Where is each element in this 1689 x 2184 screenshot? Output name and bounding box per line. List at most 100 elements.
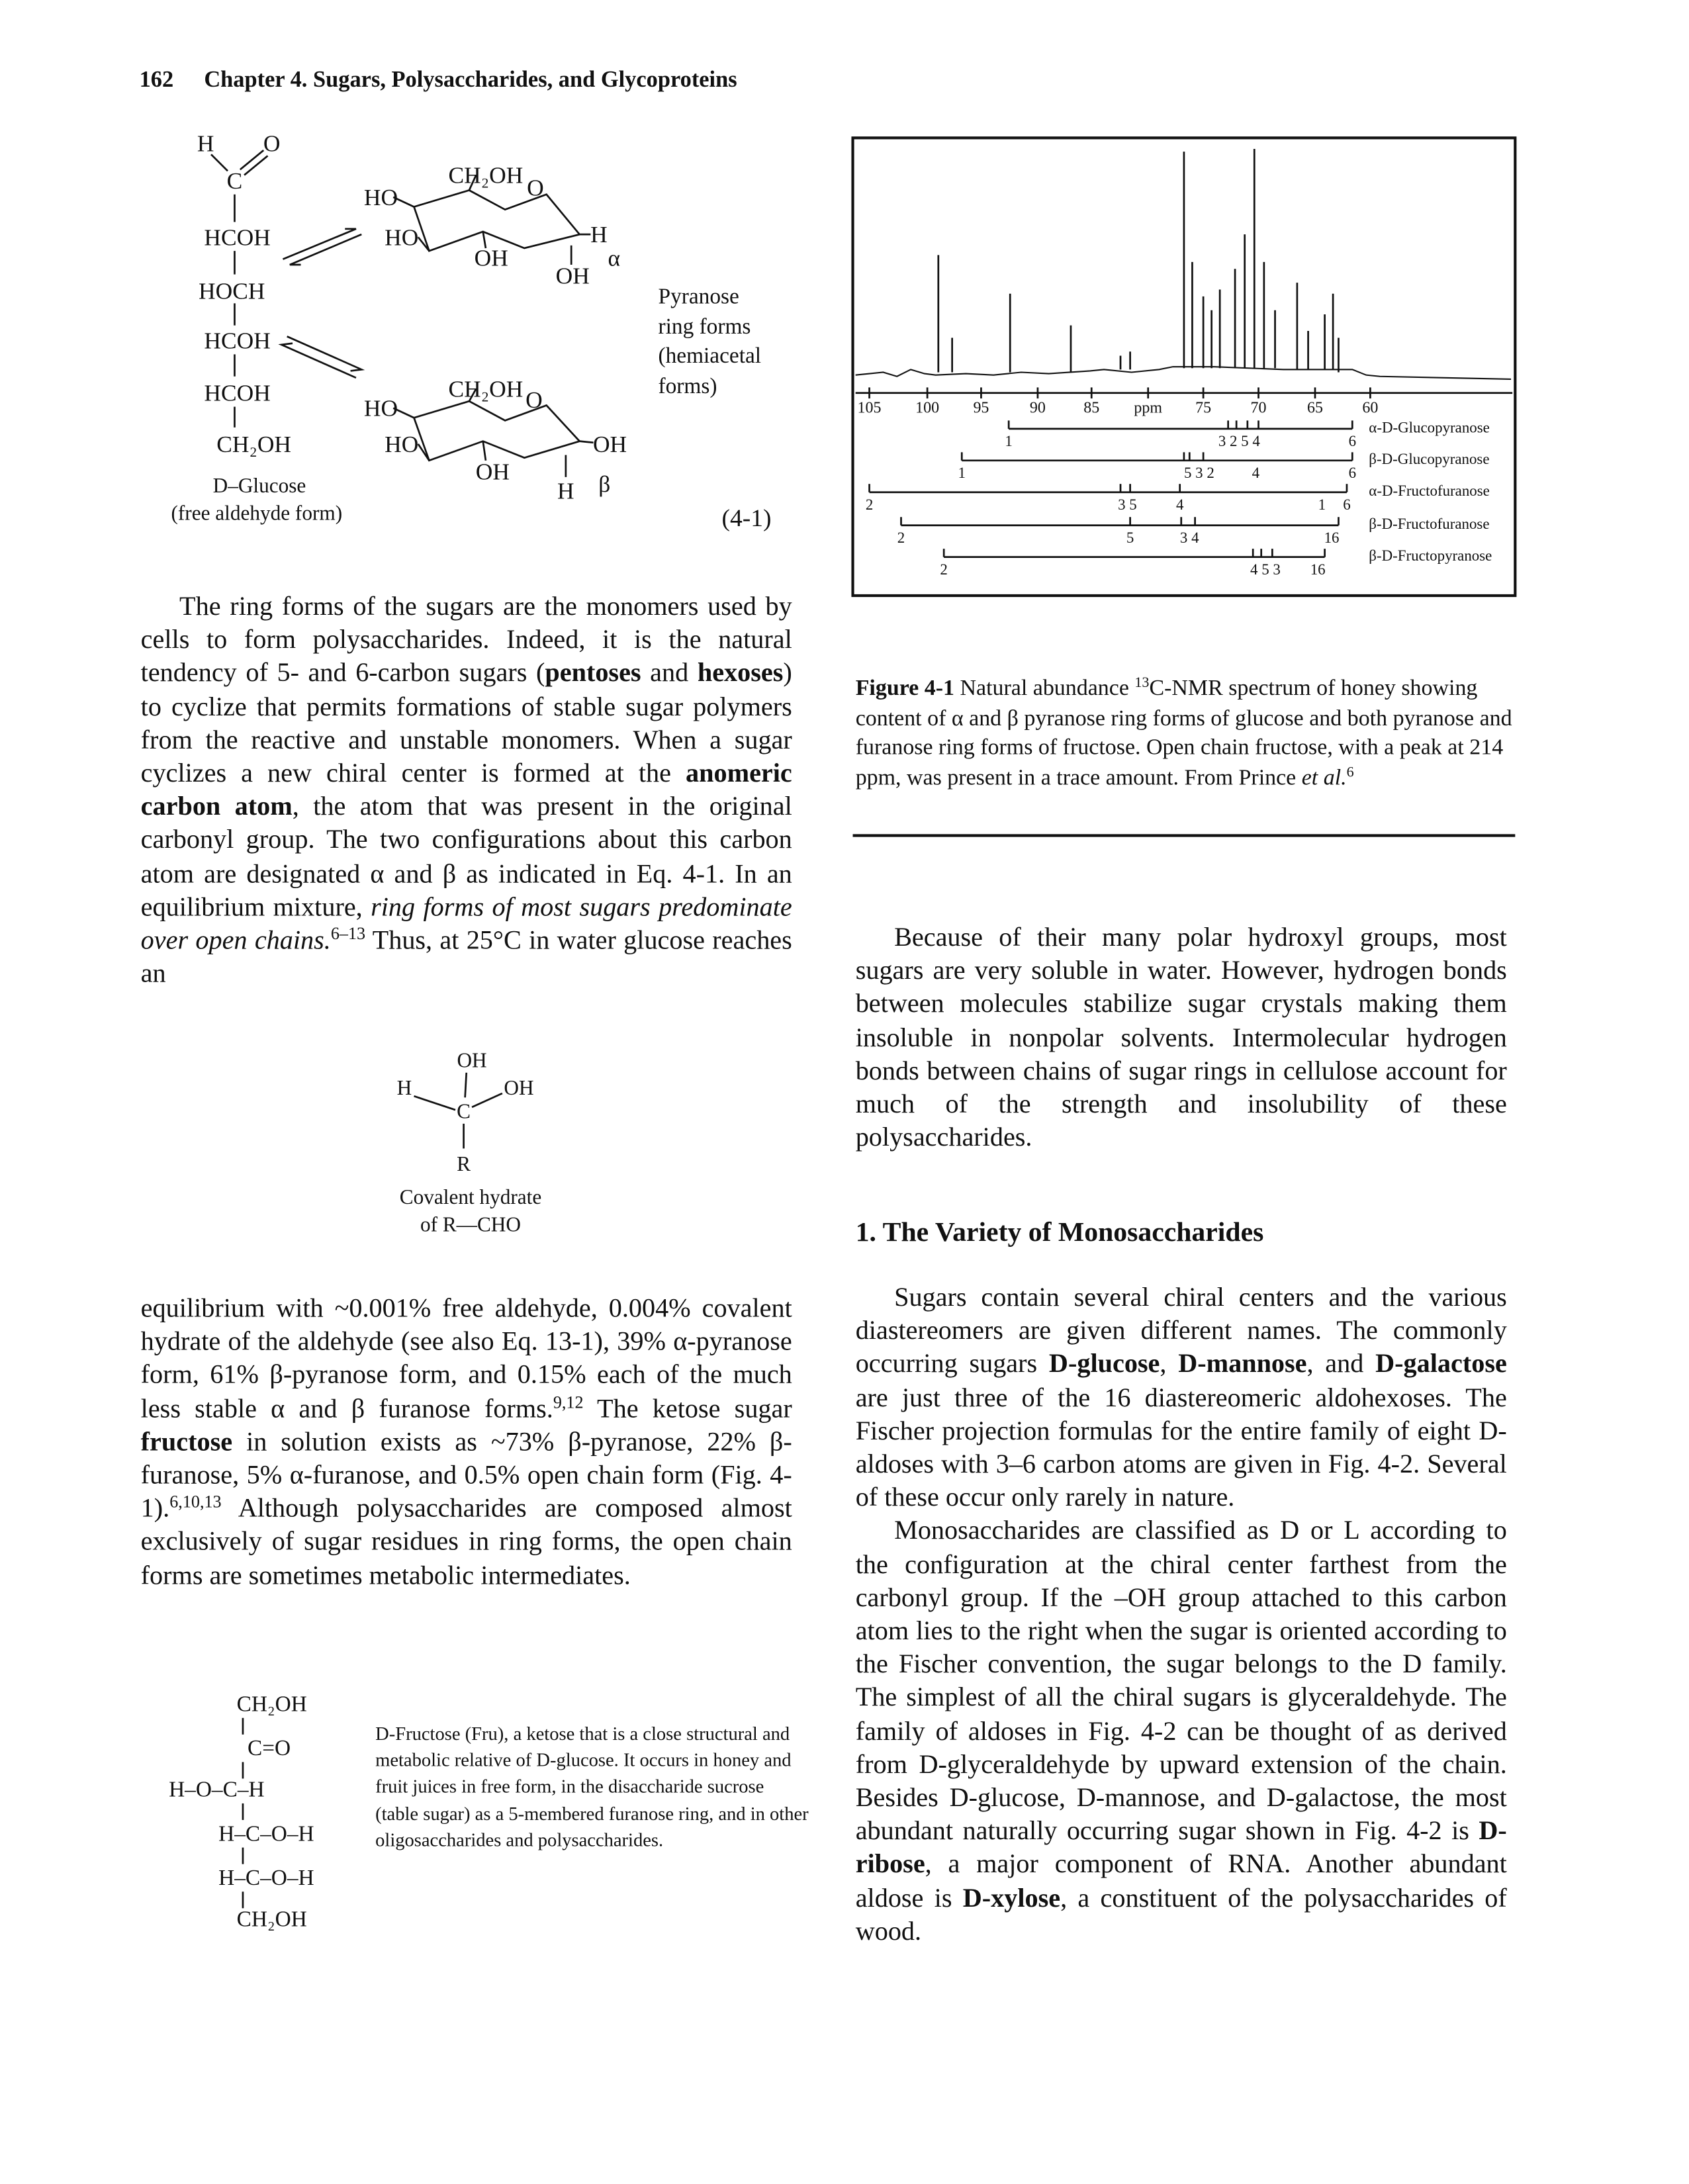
atom-label: OH bbox=[504, 1076, 533, 1099]
text: Thus, at 25°C in water glucose reaches a… bbox=[140, 927, 792, 989]
ring bbox=[413, 400, 582, 462]
atom-label: O bbox=[527, 174, 544, 201]
atom-label: HO bbox=[385, 431, 418, 457]
citation: 9,12 bbox=[553, 1392, 584, 1412]
text: , and bbox=[1306, 1350, 1376, 1380]
assignment-name: α-D-Fructofuranose bbox=[1369, 482, 1490, 499]
anomer-label: β bbox=[598, 471, 610, 497]
carbon-number: 3 5 bbox=[1118, 496, 1137, 513]
tick-label: 85 bbox=[1083, 400, 1099, 417]
atom-label: OH bbox=[475, 245, 508, 271]
atom-label: OH bbox=[457, 1049, 486, 1072]
carbon-number: 16 bbox=[1324, 529, 1340, 546]
atom-label: HCOH bbox=[204, 328, 270, 354]
term: D-ribose bbox=[855, 1817, 1507, 1880]
term: hexoses bbox=[697, 659, 784, 689]
superscript: 6 bbox=[1346, 765, 1354, 781]
atom-label: H–C–O–H bbox=[218, 1866, 314, 1890]
atom-label: H–C–O–H bbox=[218, 1821, 314, 1846]
text: Sugars contain several chiral centers an… bbox=[855, 1283, 1507, 1380]
label-line: forms) bbox=[659, 374, 717, 398]
assignment-name: β-D-Fructopyranose bbox=[1369, 547, 1492, 564]
atom-label: OH bbox=[593, 431, 627, 457]
tick-label: 100 bbox=[915, 400, 939, 417]
anomer-label: α bbox=[608, 245, 621, 271]
atom-label: CH₂OH bbox=[449, 162, 524, 189]
carbon-number: 3 2 5 4 bbox=[1218, 433, 1261, 449]
ppm-ticks: 105 100 95 90 85 ppm 75 70 65 60 bbox=[858, 387, 1378, 417]
atom-label: H bbox=[590, 221, 608, 248]
bond bbox=[579, 440, 594, 444]
caption-text: Natural abundance bbox=[954, 674, 1135, 701]
paragraph: Monosaccharides are classified as D or L… bbox=[856, 1516, 1507, 1949]
structure-caption: Covalent hydrate bbox=[400, 1185, 541, 1208]
atom-label: OH bbox=[476, 458, 510, 484]
carbon-number: 1 bbox=[958, 465, 966, 481]
arrow bbox=[282, 228, 357, 260]
text: , bbox=[1160, 1350, 1179, 1380]
tick-label: 95 bbox=[973, 400, 989, 417]
bond bbox=[392, 196, 415, 208]
atom-label: CH₂OH bbox=[216, 431, 291, 457]
atom-label: CH₂OH bbox=[237, 1692, 307, 1716]
label-line: (hemiacetal bbox=[659, 343, 762, 368]
equation-number: (4-1) bbox=[721, 505, 771, 532]
spectrum-baseline bbox=[855, 366, 1512, 380]
open-chain-glucose: H O C HCOH HOCH HCOH HCOH CH₂OH D–Glucos… bbox=[171, 130, 342, 525]
text: , a major component of RNA. Another abun… bbox=[855, 1850, 1507, 1913]
tick-label: 75 bbox=[1195, 400, 1211, 417]
alpha-pyranose: CH₂OH O HO HO H OH OH α bbox=[364, 162, 620, 289]
term: pentoses bbox=[545, 659, 641, 689]
arrow bbox=[287, 336, 365, 372]
bond bbox=[468, 175, 477, 191]
beta-pyranose: CH₂OH O HO HO OH OH H β bbox=[364, 375, 627, 504]
bond bbox=[482, 441, 487, 461]
tick-label: ppm bbox=[1134, 400, 1162, 417]
bond bbox=[417, 236, 430, 252]
fructose-caption: D-Fructose (Fru), a ketose that is a clo… bbox=[375, 1723, 809, 1850]
bond bbox=[482, 231, 487, 249]
paragraph: Because of their many polar hydroxyl gro… bbox=[855, 923, 1507, 1154]
term: D-xylose bbox=[962, 1884, 1061, 1913]
label-line: ring forms bbox=[659, 314, 751, 339]
atom-label: CH₂OH bbox=[237, 1907, 307, 1931]
spectrum-peaks bbox=[937, 148, 1340, 373]
atom-label: OH bbox=[556, 263, 590, 289]
carbon-number: 5 3 2 bbox=[1184, 465, 1214, 481]
paragraph: The ring forms of the sugars are the mon… bbox=[141, 592, 792, 992]
ring-form-label: Pyranose ring forms (hemiacetal forms) bbox=[659, 284, 762, 398]
citation: 6,10,13 bbox=[169, 1492, 222, 1512]
text: The ketose sugar bbox=[583, 1394, 792, 1424]
carbon-number: 16 bbox=[1310, 561, 1326, 578]
bond bbox=[244, 155, 269, 176]
paragraph: Sugars contain several chiral centers an… bbox=[856, 1282, 1507, 1516]
carbon-number: 1 bbox=[1005, 433, 1012, 449]
text: equilibrium with ~0.001% free aldehyde, … bbox=[140, 1295, 792, 1424]
label-line: Pyranose bbox=[659, 284, 739, 308]
figure-frame bbox=[851, 136, 1517, 598]
bond bbox=[471, 1092, 503, 1109]
text: ) to cyclize that permits formations of … bbox=[140, 659, 792, 789]
bond bbox=[210, 154, 228, 172]
assignment-name: α-D-Glucopyranose bbox=[1369, 419, 1490, 435]
atom-label: HO bbox=[364, 184, 398, 210]
carbon-number: 3 4 bbox=[1180, 529, 1199, 546]
arrow bbox=[289, 233, 362, 266]
fructose-structure: CH₂OH C=O H–O–C–H H–C–O–H H–C–O–H CH₂OH bbox=[169, 1692, 314, 1931]
section-body: Sugars contain several chiral centers an… bbox=[856, 1282, 1507, 1949]
covalent-hydrate: OH H OH C R Covalent hydrate of R—CHO bbox=[397, 1049, 542, 1236]
term: D-mannose bbox=[1178, 1350, 1307, 1380]
equilibrium-arrows bbox=[278, 228, 365, 379]
paragraph: equilibrium with ~0.001% free aldehyde, … bbox=[141, 1293, 792, 1594]
carbon-number: 4 bbox=[1176, 496, 1184, 513]
bond bbox=[239, 150, 265, 171]
term: D-glucose bbox=[1048, 1350, 1160, 1380]
atom-label: C bbox=[227, 167, 243, 194]
carbon-number: 2 bbox=[866, 496, 873, 513]
figure-caption: Figure 4-1 Natural abundance 13C-NMR spe… bbox=[856, 673, 1516, 792]
text: Although polysaccharides are composed al… bbox=[140, 1494, 792, 1591]
carbon-number: 1 bbox=[1318, 496, 1326, 513]
